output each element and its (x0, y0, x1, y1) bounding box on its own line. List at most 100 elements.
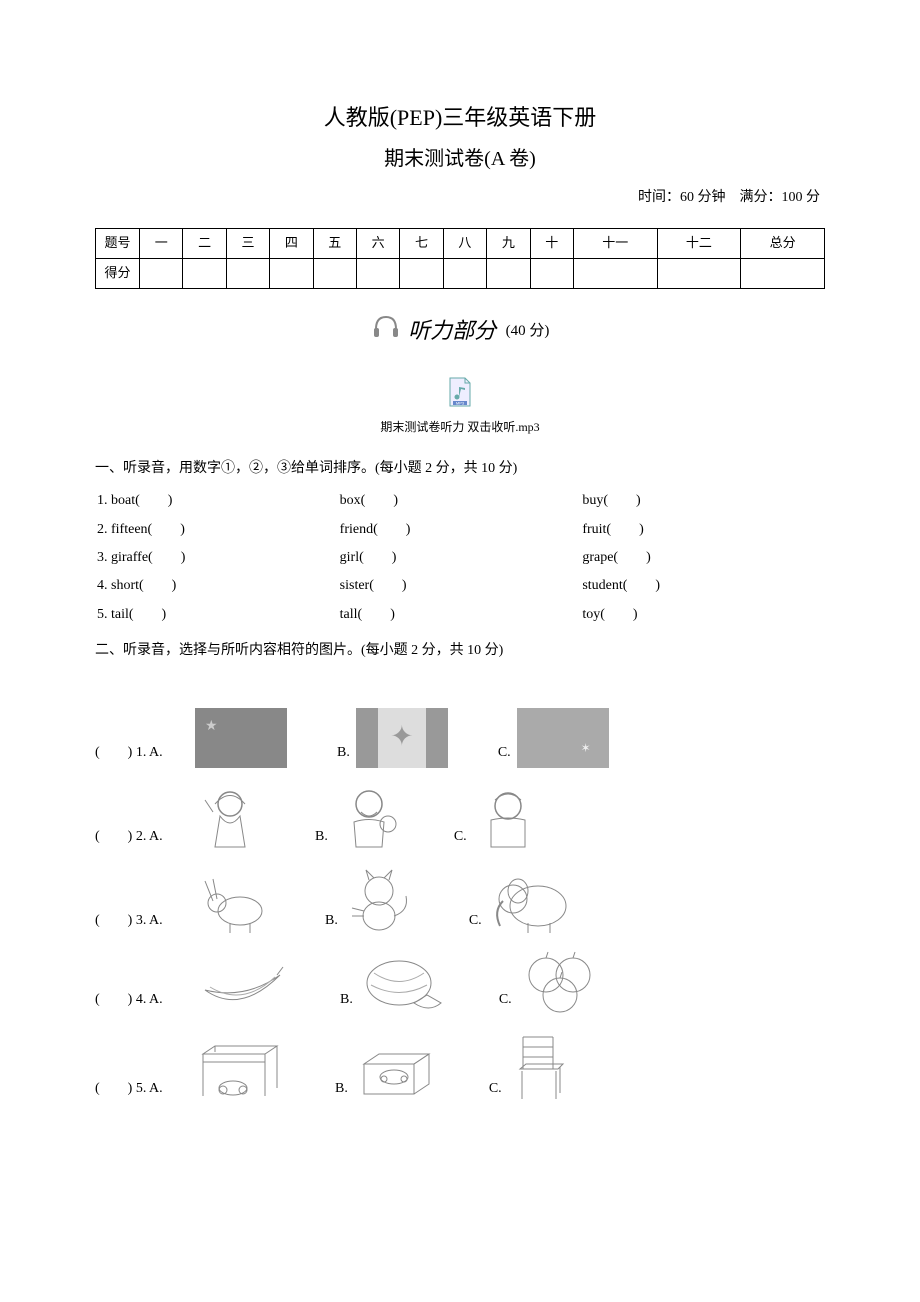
q1-cell: toy( ) (582, 602, 823, 628)
section-1-heading: 一、听录音，用数字①，②，③给单词排序。(每小题 2 分，共 10 分) (95, 458, 825, 480)
flag-china-icon (195, 708, 287, 768)
col-7: 七 (400, 228, 443, 258)
col-1: 一 (140, 228, 183, 258)
q2-row-1: ( ) 1. A. B. ✦ C. (95, 708, 825, 768)
col-10: 十 (530, 228, 573, 258)
option-b-label: B. (325, 910, 338, 936)
q2-row-4: ( ) 4. A. B. C. (95, 950, 825, 1015)
q2-prefix: ( ) 3. A. (95, 910, 195, 936)
q1-cell: 5. tail( ) (97, 602, 338, 628)
option-b-label: B. (340, 989, 353, 1015)
col-2: 二 (183, 228, 226, 258)
score-table-header-row: 题号 一 二 三 四 五 六 七 八 九 十 十一 十二 总分 (96, 228, 825, 258)
row-label-number: 题号 (96, 228, 140, 258)
banana-icon (195, 955, 290, 1015)
flag-canada-icon: ✦ (356, 708, 448, 768)
cat-icon (344, 866, 419, 936)
section-1-table: 1. boat( ) box( ) buy( ) 2. fifteen( ) f… (95, 486, 825, 630)
q1-row: 3. giraffe( ) girl( ) grape( ) (97, 545, 823, 571)
mp3-file-block[interactable]: MP3 期末测试卷听力 双击收听.mp3 (95, 377, 825, 440)
option-c-label: C. (498, 742, 511, 768)
score-cell (657, 258, 741, 288)
listening-points: (40 分) (506, 319, 550, 343)
box-icon (354, 1039, 439, 1104)
q2-prefix: ( ) 1. A. (95, 742, 195, 768)
q1-cell: friend( ) (340, 517, 581, 543)
apples-icon (518, 950, 603, 1015)
col-5: 五 (313, 228, 356, 258)
option-c-label: C. (469, 910, 482, 936)
q1-cell: tall( ) (340, 602, 581, 628)
score-cell (226, 258, 269, 288)
section-2-heading: 二、听录音，选择与所听内容相符的图片。(每小题 2 分，共 10 分) (95, 640, 825, 662)
elephant-icon (488, 871, 578, 936)
q1-cell: fruit( ) (582, 517, 823, 543)
q2-row-2: ( ) 2. A. B. C. (95, 782, 825, 852)
col-total: 总分 (741, 228, 825, 258)
q1-cell: grape( ) (582, 545, 823, 571)
option-c-label: C. (499, 989, 512, 1015)
score-table: 题号 一 二 三 四 五 六 七 八 九 十 十一 十二 总分 得分 (95, 228, 825, 289)
q1-row: 4. short( ) sister( ) student( ) (97, 573, 823, 599)
col-11: 十一 (573, 228, 657, 258)
row-label-score: 得分 (96, 258, 140, 288)
option-b-label: B. (337, 742, 350, 768)
q2-prefix: ( ) 2. A. (95, 826, 195, 852)
score-cell (270, 258, 313, 288)
q2-prefix: ( ) 5. A. (95, 1078, 195, 1104)
sub-title: 期末测试卷(A 卷) (95, 143, 825, 175)
score-table-score-row: 得分 (96, 258, 825, 288)
grandpa-icon (334, 782, 404, 852)
desk-icon (195, 1034, 285, 1104)
girl-icon (195, 782, 265, 852)
q2-row-5: ( ) 5. A. B. C. (95, 1029, 825, 1104)
q1-cell: student( ) (582, 573, 823, 599)
score-cell (741, 258, 825, 288)
score-cell (140, 258, 183, 288)
col-12: 十二 (657, 228, 741, 258)
score-cell (530, 258, 573, 288)
q1-row: 2. fifteen( ) friend( ) fruit( ) (97, 517, 823, 543)
score-cell (573, 258, 657, 288)
col-4: 四 (270, 228, 313, 258)
q2-row-3: ( ) 3. A. B. C. (95, 866, 825, 936)
q1-cell: 2. fifteen( ) (97, 517, 338, 543)
option-c-label: C. (489, 1078, 502, 1104)
time-score-info: 时间：60 分钟 满分：100 分 (95, 187, 825, 209)
flag-australia-icon (517, 708, 609, 768)
score-cell (313, 258, 356, 288)
grandma-icon (473, 782, 543, 852)
mp3-file-icon: MP3 (95, 377, 825, 415)
q1-cell: girl( ) (340, 545, 581, 571)
chair-icon (508, 1029, 573, 1104)
listening-label: 听力部分 (408, 313, 496, 348)
listening-section-banner: 听力部分 (40 分) (95, 313, 825, 349)
svg-text:MP3: MP3 (456, 400, 465, 405)
q1-row: 5. tail( ) tall( ) toy( ) (97, 602, 823, 628)
q1-cell: 3. giraffe( ) (97, 545, 338, 571)
score-cell (356, 258, 399, 288)
score-cell (183, 258, 226, 288)
q1-cell: buy( ) (582, 488, 823, 514)
q1-row: 1. boat( ) box( ) buy( ) (97, 488, 823, 514)
main-title: 人教版(PEP)三年级英语下册 (95, 100, 825, 135)
q1-cell: 1. boat( ) (97, 488, 338, 514)
mp3-caption: 期末测试卷听力 双击收听.mp3 (380, 420, 539, 434)
watermelon-icon (359, 955, 449, 1015)
q1-cell: sister( ) (340, 573, 581, 599)
headphone-icon (371, 313, 401, 349)
option-b-label: B. (315, 826, 328, 852)
option-b-label: B. (335, 1078, 348, 1104)
col-9: 九 (487, 228, 530, 258)
col-6: 六 (356, 228, 399, 258)
donkey-icon (195, 871, 275, 936)
q2-prefix: ( ) 4. A. (95, 989, 195, 1015)
q1-cell: box( ) (340, 488, 581, 514)
q1-cell: 4. short( ) (97, 573, 338, 599)
col-3: 三 (226, 228, 269, 258)
score-cell (443, 258, 486, 288)
option-c-label: C. (454, 826, 467, 852)
col-8: 八 (443, 228, 486, 258)
score-cell (487, 258, 530, 288)
score-cell (400, 258, 443, 288)
